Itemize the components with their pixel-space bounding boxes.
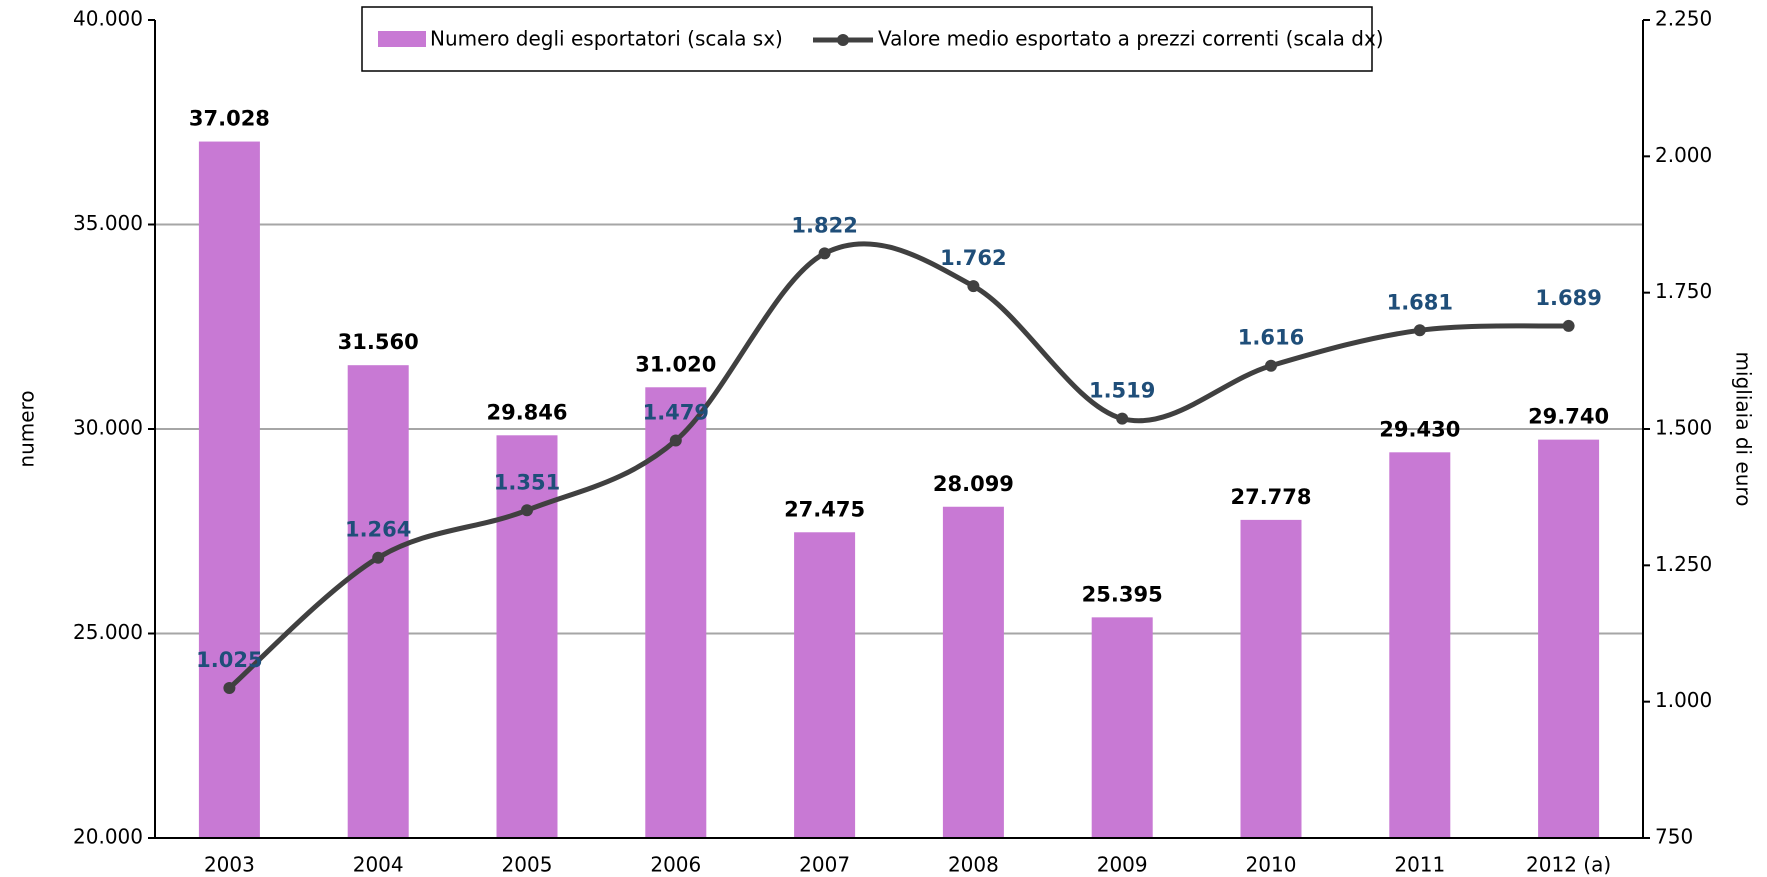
bar-value-label: 27.778 xyxy=(1230,485,1311,509)
bar xyxy=(1091,617,1153,838)
x-tick-label: 2005 xyxy=(502,853,553,877)
bar-value-label: 31.020 xyxy=(635,352,716,376)
bar-value-label: 27.475 xyxy=(784,497,865,521)
y-tick-label: 25.000 xyxy=(73,620,143,644)
line xyxy=(227,241,1569,690)
line-marker xyxy=(372,551,385,564)
y2-tick-label: 1.250 xyxy=(1655,552,1712,576)
x-tick-label: 2009 xyxy=(1097,853,1148,877)
bar xyxy=(1240,519,1302,838)
legend-marker xyxy=(837,34,849,46)
line-value-label: 1.025 xyxy=(196,648,262,672)
line-value-label: 1.616 xyxy=(1238,326,1304,350)
bar xyxy=(198,141,260,838)
legend-label: Valore medio esportato a prezzi correnti… xyxy=(878,27,1384,51)
line-marker xyxy=(967,280,980,293)
line-value-label: 1.689 xyxy=(1535,286,1601,310)
x-tick-label: 2003 xyxy=(204,853,255,877)
bar-value-label: 31.560 xyxy=(338,330,419,354)
y2-tick-label: 750 xyxy=(1655,825,1693,849)
line-marker xyxy=(818,247,831,260)
line-value-label: 1.519 xyxy=(1089,379,1155,403)
line-marker xyxy=(1116,412,1129,425)
bar xyxy=(347,365,409,838)
line-marker xyxy=(669,434,682,447)
x-tick-label: 2010 xyxy=(1246,853,1297,877)
line-value-label: 1.681 xyxy=(1387,290,1453,314)
y-tick-label: 20.000 xyxy=(73,825,143,849)
y-tick-label: 35.000 xyxy=(73,211,143,235)
bar xyxy=(1538,439,1600,838)
bar xyxy=(942,506,1004,838)
y2-tick-label: 2.250 xyxy=(1655,7,1712,31)
y2-axis-label: migliaia di euro xyxy=(1732,352,1756,507)
bar xyxy=(645,387,707,838)
line-value-label: 1.351 xyxy=(494,470,560,494)
line-marker xyxy=(1562,319,1575,332)
bar-value-label: 29.740 xyxy=(1528,405,1609,429)
x-tick-label: 2007 xyxy=(799,853,850,877)
y-axis-label: numero xyxy=(15,390,39,467)
legend-label: Numero degli esportatori (scala sx) xyxy=(430,27,783,51)
x-tick-label: 2011 xyxy=(1394,853,1445,877)
x-tick-label: 2012 (a) xyxy=(1526,853,1611,877)
bar-value-label: 28.099 xyxy=(933,472,1014,496)
line-marker xyxy=(223,682,236,695)
line-value-label: 1.264 xyxy=(345,518,411,542)
bar-value-label: 29.430 xyxy=(1379,417,1460,441)
bar xyxy=(794,532,856,838)
line-marker xyxy=(1265,359,1277,372)
line-value-label: 1.762 xyxy=(940,246,1006,270)
x-tick-label: 2008 xyxy=(948,853,999,877)
line-marker xyxy=(521,504,533,517)
bar xyxy=(1389,452,1451,838)
y-tick-label: 40.000 xyxy=(73,7,143,31)
bar-value-label: 29.846 xyxy=(486,400,567,424)
x-tick-label: 2004 xyxy=(353,853,404,877)
line-marker xyxy=(1413,324,1426,337)
line-value-label: 1.822 xyxy=(791,213,857,237)
line-value-label: 1.479 xyxy=(643,400,709,424)
x-tick-label: 2006 xyxy=(650,853,701,877)
y2-tick-label: 1.750 xyxy=(1655,279,1712,303)
y2-tick-label: 1.500 xyxy=(1655,416,1712,440)
bar-value-label: 25.395 xyxy=(1082,582,1163,606)
legend-swatch xyxy=(378,31,426,47)
bar-value-label: 37.028 xyxy=(189,107,270,131)
y2-tick-label: 2.000 xyxy=(1655,143,1712,167)
y2-tick-label: 1.000 xyxy=(1655,688,1712,712)
y-tick-label: 30.000 xyxy=(73,416,143,440)
bar xyxy=(496,435,558,838)
